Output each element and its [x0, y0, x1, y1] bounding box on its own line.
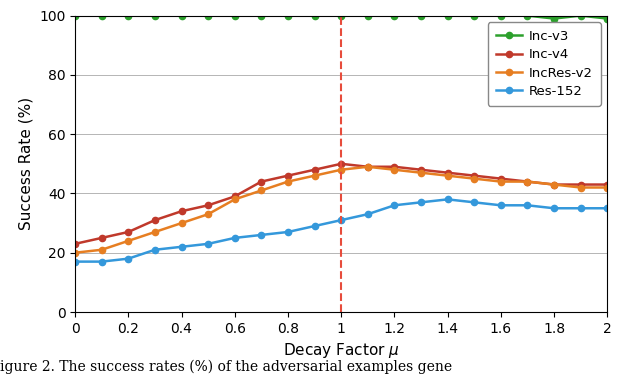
IncRes-v2 — [257, 188, 265, 193]
Text: igure 2. The success rates (%) of the adversarial examples gene: igure 2. The success rates (%) of the ad… — [0, 360, 452, 374]
Inc-v4 — [364, 165, 372, 169]
Inc-v4 — [523, 179, 531, 184]
Res-152 — [178, 245, 185, 249]
IncRes-v2 — [444, 173, 451, 178]
Inc-v4 — [577, 182, 585, 187]
Inc-v3 — [151, 13, 159, 18]
Inc-v3 — [337, 13, 345, 18]
Res-152 — [337, 218, 345, 222]
Inc-v4 — [231, 194, 239, 199]
Y-axis label: Success Rate (%): Success Rate (%) — [19, 97, 33, 230]
Res-152 — [444, 197, 451, 202]
IncRes-v2 — [151, 230, 159, 234]
IncRes-v2 — [284, 179, 292, 184]
IncRes-v2 — [391, 167, 398, 172]
IncRes-v2 — [603, 185, 611, 190]
Inc-v4 — [471, 173, 478, 178]
Res-152 — [523, 203, 531, 207]
Inc-v3 — [577, 13, 585, 18]
Res-152 — [310, 224, 318, 229]
IncRes-v2 — [310, 173, 318, 178]
Inc-v3 — [257, 13, 265, 18]
Inc-v3 — [125, 13, 132, 18]
Inc-v3 — [417, 13, 424, 18]
Inc-v4 — [204, 203, 212, 207]
IncRes-v2 — [364, 165, 372, 169]
Res-152 — [231, 236, 239, 240]
Inc-v3 — [444, 13, 451, 18]
Res-152 — [603, 206, 611, 211]
Inc-v3 — [603, 16, 611, 21]
Inc-v4 — [151, 218, 159, 222]
Inc-v4 — [257, 179, 265, 184]
Inc-v4 — [497, 176, 505, 181]
Res-152 — [364, 212, 372, 216]
Inc-v3 — [497, 13, 505, 18]
Res-152 — [471, 200, 478, 205]
Res-152 — [125, 256, 132, 261]
Inc-v3 — [231, 13, 239, 18]
Inc-v4 — [178, 209, 185, 214]
Line: Res-152: Res-152 — [72, 196, 610, 265]
X-axis label: Decay Factor $\mu$: Decay Factor $\mu$ — [283, 341, 399, 360]
Res-152 — [151, 247, 159, 252]
Inc-v3 — [391, 13, 398, 18]
IncRes-v2 — [204, 212, 212, 216]
Res-152 — [71, 259, 79, 264]
IncRes-v2 — [523, 179, 531, 184]
Res-152 — [284, 230, 292, 234]
Res-152 — [257, 232, 265, 237]
IncRes-v2 — [98, 247, 105, 252]
Inc-v3 — [523, 13, 531, 18]
IncRes-v2 — [71, 250, 79, 255]
IncRes-v2 — [550, 182, 558, 187]
Inc-v4 — [71, 241, 79, 246]
Inc-v3 — [71, 13, 79, 18]
Res-152 — [577, 206, 585, 211]
Res-152 — [98, 259, 105, 264]
IncRes-v2 — [178, 221, 185, 225]
Inc-v4 — [603, 182, 611, 187]
IncRes-v2 — [417, 170, 424, 175]
Legend: Inc-v3, Inc-v4, IncRes-v2, Res-152: Inc-v3, Inc-v4, IncRes-v2, Res-152 — [488, 22, 600, 106]
Res-152 — [497, 203, 505, 207]
Inc-v4 — [550, 182, 558, 187]
Inc-v4 — [284, 173, 292, 178]
Inc-v4 — [444, 170, 451, 175]
Inc-v3 — [310, 13, 318, 18]
Inc-v3 — [204, 13, 212, 18]
Inc-v3 — [98, 13, 105, 18]
IncRes-v2 — [471, 176, 478, 181]
IncRes-v2 — [337, 167, 345, 172]
IncRes-v2 — [231, 197, 239, 202]
Res-152 — [204, 241, 212, 246]
Inc-v3 — [284, 13, 292, 18]
Line: IncRes-v2: IncRes-v2 — [72, 164, 610, 256]
Res-152 — [417, 200, 424, 205]
IncRes-v2 — [497, 179, 505, 184]
Res-152 — [391, 203, 398, 207]
Inc-v3 — [364, 13, 372, 18]
Inc-v4 — [125, 230, 132, 234]
Inc-v4 — [310, 167, 318, 172]
Inc-v3 — [471, 13, 478, 18]
Inc-v4 — [391, 165, 398, 169]
Inc-v4 — [337, 161, 345, 166]
Line: Inc-v4: Inc-v4 — [72, 161, 610, 247]
Inc-v3 — [550, 16, 558, 21]
Inc-v4 — [417, 167, 424, 172]
Res-152 — [550, 206, 558, 211]
Inc-v3 — [178, 13, 185, 18]
IncRes-v2 — [577, 185, 585, 190]
Line: Inc-v3: Inc-v3 — [72, 12, 610, 22]
IncRes-v2 — [125, 239, 132, 243]
Inc-v4 — [98, 236, 105, 240]
